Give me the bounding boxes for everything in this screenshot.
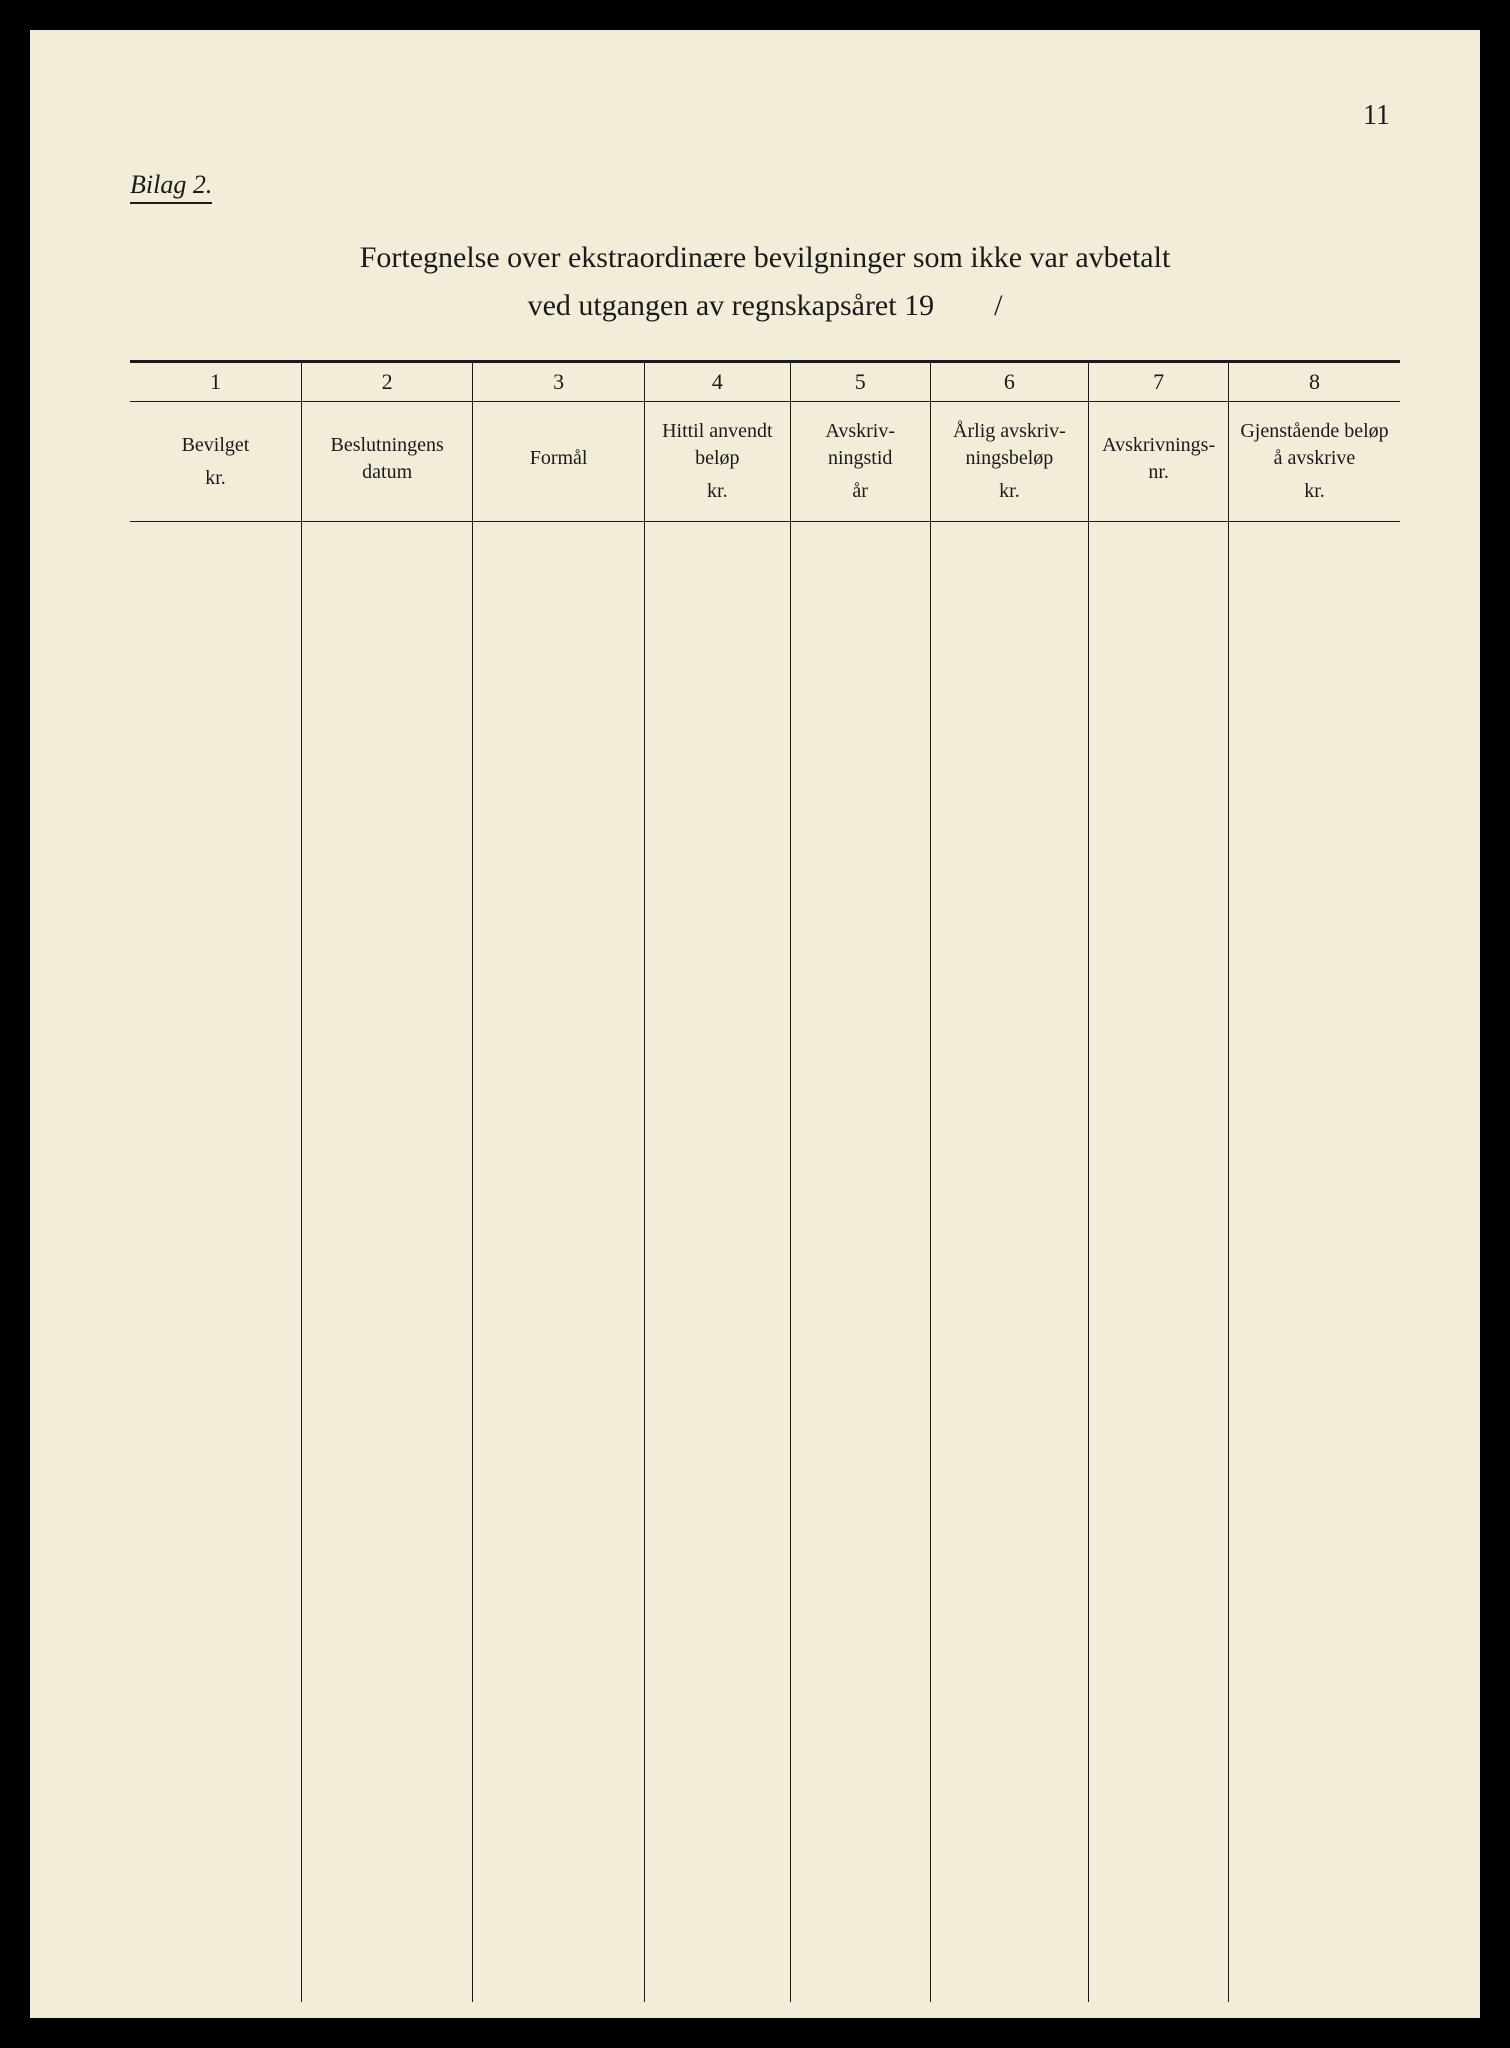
cell-col-3	[473, 522, 644, 2002]
col-label: Formål	[530, 447, 588, 469]
col-header-6: Årlig avskriv­ningsbeløp kr.	[930, 402, 1089, 522]
col-label: Årlig avskriv­ningsbeløp	[953, 420, 1066, 469]
col-label: Avskriv­ningstid	[825, 420, 895, 469]
cell-col-2	[301, 522, 472, 2002]
col-unit: kr.	[651, 478, 784, 505]
col-unit: kr.	[136, 465, 295, 492]
cell-col-4	[644, 522, 790, 2002]
col-num-7: 7	[1089, 362, 1229, 402]
col-num-3: 3	[473, 362, 644, 402]
ledger-table: 1 2 3 4 5 6 7 8 Bevilget kr. Beslutninge…	[130, 360, 1400, 2002]
cell-col-7	[1089, 522, 1229, 2002]
col-label: Gjenstående beløp å avskrive	[1240, 420, 1388, 469]
col-header-1: Bevilget kr.	[130, 402, 301, 522]
title-line-1: Fortegnelse over ekstraordinære bevilgni…	[360, 241, 1171, 274]
cell-col-6	[930, 522, 1089, 2002]
document-page: 11 Bilag 2. Fortegnelse over ekstraordin…	[30, 30, 1480, 2018]
title-line-2: ved utgangen av regnskapsåret 19 /	[150, 282, 1380, 330]
page-number: 11	[1363, 100, 1390, 132]
bilag-label: Bilag 2.	[130, 170, 212, 204]
col-header-2: Beslutningens datum	[301, 402, 472, 522]
col-unit: kr.	[937, 478, 1083, 505]
column-number-row: 1 2 3 4 5 6 7 8	[130, 362, 1400, 402]
cell-col-5	[790, 522, 930, 2002]
col-header-5: Avskriv­ningstid år	[790, 402, 930, 522]
cell-col-8	[1228, 522, 1400, 2002]
cell-col-1	[130, 522, 301, 2002]
col-label: Avskriv­nings­nr.	[1102, 434, 1215, 483]
col-label: Hittil anvendt beløp	[662, 420, 773, 469]
ledger-table-wrapper: 1 2 3 4 5 6 7 8 Bevilget kr. Beslutninge…	[130, 360, 1400, 2002]
col-header-3: Formål	[473, 402, 644, 522]
col-label: Bevilget	[182, 434, 250, 456]
col-label: Beslutningens datum	[330, 434, 443, 483]
col-header-4: Hittil anvendt beløp kr.	[644, 402, 790, 522]
col-num-4: 4	[644, 362, 790, 402]
col-num-6: 6	[930, 362, 1089, 402]
table-body-row	[130, 522, 1400, 2002]
col-unit: år	[797, 478, 924, 505]
col-num-2: 2	[301, 362, 472, 402]
page-title: Fortegnelse over ekstraordinære bevilgni…	[130, 234, 1400, 330]
col-num-8: 8	[1228, 362, 1400, 402]
col-num-5: 5	[790, 362, 930, 402]
col-header-8: Gjenstående beløp å avskrive kr.	[1228, 402, 1400, 522]
column-header-row: Bevilget kr. Beslutningens datum Formål …	[130, 402, 1400, 522]
col-unit: kr.	[1235, 478, 1394, 505]
col-num-1: 1	[130, 362, 301, 402]
col-header-7: Avskriv­nings­nr.	[1089, 402, 1229, 522]
